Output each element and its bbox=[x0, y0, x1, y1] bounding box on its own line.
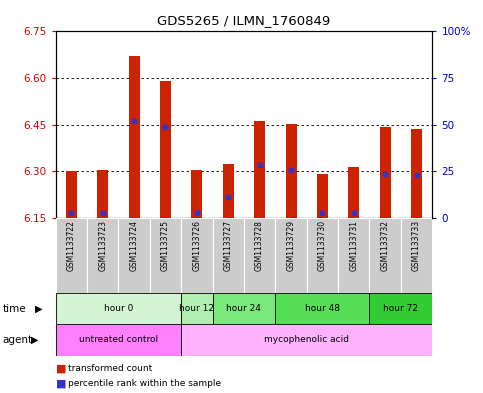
Bar bbox=[66, 171, 77, 218]
Text: ■: ■ bbox=[56, 378, 66, 388]
Bar bbox=[213, 218, 244, 293]
Bar bbox=[87, 218, 118, 293]
Text: GSM1133722: GSM1133722 bbox=[67, 220, 76, 271]
Bar bbox=[56, 218, 87, 293]
Bar bbox=[411, 129, 422, 218]
Bar bbox=[150, 218, 181, 293]
Text: hour 0: hour 0 bbox=[104, 304, 133, 313]
Bar bbox=[254, 121, 265, 218]
Text: mycophenolic acid: mycophenolic acid bbox=[264, 336, 349, 344]
Point bbox=[130, 118, 138, 124]
Bar bbox=[285, 124, 297, 218]
Text: time: time bbox=[2, 303, 26, 314]
Bar bbox=[56, 324, 181, 356]
Bar bbox=[223, 163, 234, 218]
Text: GSM1133725: GSM1133725 bbox=[161, 220, 170, 271]
Bar bbox=[401, 218, 432, 293]
Text: agent: agent bbox=[2, 335, 32, 345]
Text: GSM1133724: GSM1133724 bbox=[129, 220, 139, 271]
Point bbox=[99, 209, 107, 216]
Point bbox=[350, 209, 357, 216]
Text: percentile rank within the sample: percentile rank within the sample bbox=[68, 379, 221, 387]
Text: untreated control: untreated control bbox=[79, 336, 158, 344]
Text: GSM1133729: GSM1133729 bbox=[286, 220, 296, 271]
Bar bbox=[181, 324, 432, 356]
Bar bbox=[181, 293, 213, 324]
Bar bbox=[317, 174, 328, 218]
Text: GSM1133726: GSM1133726 bbox=[192, 220, 201, 271]
Text: hour 24: hour 24 bbox=[227, 304, 261, 313]
Text: GSM1133733: GSM1133733 bbox=[412, 220, 421, 272]
Point bbox=[256, 162, 264, 168]
Text: GDS5265 / ILMN_1760849: GDS5265 / ILMN_1760849 bbox=[157, 14, 330, 27]
Text: ▶: ▶ bbox=[35, 303, 43, 314]
Bar bbox=[160, 81, 171, 218]
Bar bbox=[275, 218, 307, 293]
Point bbox=[412, 172, 420, 178]
Text: transformed count: transformed count bbox=[68, 364, 152, 373]
Text: hour 48: hour 48 bbox=[305, 304, 340, 313]
Text: GSM1133731: GSM1133731 bbox=[349, 220, 358, 271]
Point bbox=[68, 209, 75, 216]
Bar bbox=[213, 293, 275, 324]
Text: ■: ■ bbox=[56, 364, 66, 374]
Bar bbox=[128, 56, 140, 218]
Bar bbox=[97, 170, 108, 218]
Bar bbox=[380, 127, 391, 218]
Bar bbox=[191, 170, 202, 218]
Bar bbox=[348, 167, 359, 218]
Text: hour 72: hour 72 bbox=[384, 304, 418, 313]
Bar bbox=[369, 218, 401, 293]
Text: GSM1133723: GSM1133723 bbox=[98, 220, 107, 271]
Text: ▶: ▶ bbox=[31, 335, 39, 345]
Bar bbox=[369, 293, 432, 324]
Bar bbox=[118, 218, 150, 293]
Point bbox=[224, 194, 232, 200]
Point bbox=[287, 167, 295, 173]
Text: GSM1133730: GSM1133730 bbox=[318, 220, 327, 272]
Point bbox=[161, 124, 170, 130]
Point bbox=[193, 209, 201, 216]
Bar bbox=[338, 218, 369, 293]
Text: GSM1133728: GSM1133728 bbox=[255, 220, 264, 271]
Text: hour 12: hour 12 bbox=[179, 304, 214, 313]
Point bbox=[382, 171, 389, 177]
Bar bbox=[244, 218, 275, 293]
Bar bbox=[181, 218, 213, 293]
Bar bbox=[275, 293, 369, 324]
Bar bbox=[307, 218, 338, 293]
Text: GSM1133732: GSM1133732 bbox=[381, 220, 390, 271]
Bar bbox=[56, 293, 181, 324]
Point bbox=[319, 209, 327, 216]
Text: GSM1133727: GSM1133727 bbox=[224, 220, 233, 271]
